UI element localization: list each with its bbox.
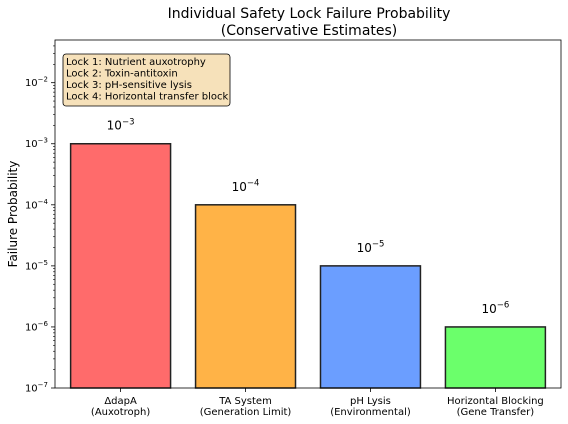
y-tick-label: 10−3	[25, 137, 48, 151]
bar-value-label: 10−4	[232, 178, 260, 193]
bar-value-label: 10−6	[482, 301, 510, 316]
plot-frame	[54, 39, 562, 389]
bar	[444, 326, 547, 389]
x-tick-label: (Generation Limit)	[200, 407, 292, 418]
x-tick-label: ΔdapA	[104, 396, 137, 407]
y-tick-label: 10−6	[25, 320, 49, 334]
y-tick-label: 10−5	[25, 259, 48, 273]
x-tick-label: Horizontal Blocking	[447, 396, 544, 407]
plot-area: 10−7 10−6 10−5 10−4 10−3 10−2 10−3 ΔdapA(Auxotr…	[25, 39, 562, 418]
legend-box	[62, 53, 231, 107]
x-tick-label: (Environmental)	[330, 407, 411, 418]
legend-line: Lock 4: Horizontal transfer block	[66, 92, 229, 103]
bar-value-label: 10−3	[107, 117, 135, 132]
y-tick-label: 10−4	[25, 198, 49, 212]
legend-line: Lock 2: Toxin-antitoxin	[66, 69, 178, 80]
x-tick-label: (Gene Transfer)	[457, 407, 535, 418]
chart-subtitle: (Conservative Estimates)	[221, 23, 398, 39]
x-tick-label: pH Lysis	[350, 396, 391, 407]
legend-line: Lock 1: Nutrient auxotrophy	[66, 57, 206, 68]
chart-title: Individual Safety Lock Failure Probabili…	[168, 6, 451, 22]
x-tick-label: TA System	[218, 396, 272, 407]
y-tick-label: 10−7	[25, 381, 48, 395]
bar	[319, 265, 422, 389]
y-tick-label: 10−2	[25, 76, 48, 90]
y-axis-label: Failure Probability	[6, 161, 20, 268]
bar	[69, 142, 172, 389]
bar-value-label: 10−5	[357, 239, 385, 254]
bar	[194, 204, 297, 389]
x-tick-label: (Auxotroph)	[91, 407, 150, 418]
legend-line: Lock 3: pH-sensitive lysis	[66, 80, 192, 91]
